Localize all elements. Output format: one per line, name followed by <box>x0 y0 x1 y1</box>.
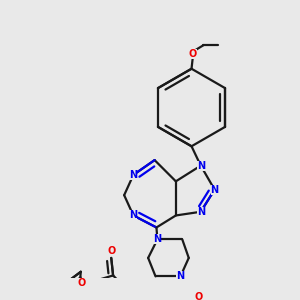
Text: O: O <box>107 246 116 256</box>
Text: N: N <box>197 160 205 171</box>
Text: N: N <box>176 272 184 281</box>
Text: O: O <box>189 49 197 58</box>
Text: O: O <box>194 292 203 300</box>
Text: N: N <box>129 170 137 180</box>
Text: O: O <box>77 278 86 288</box>
Text: N: N <box>197 207 205 217</box>
Text: N: N <box>129 211 137 220</box>
Text: N: N <box>153 235 161 244</box>
Text: N: N <box>211 184 219 195</box>
